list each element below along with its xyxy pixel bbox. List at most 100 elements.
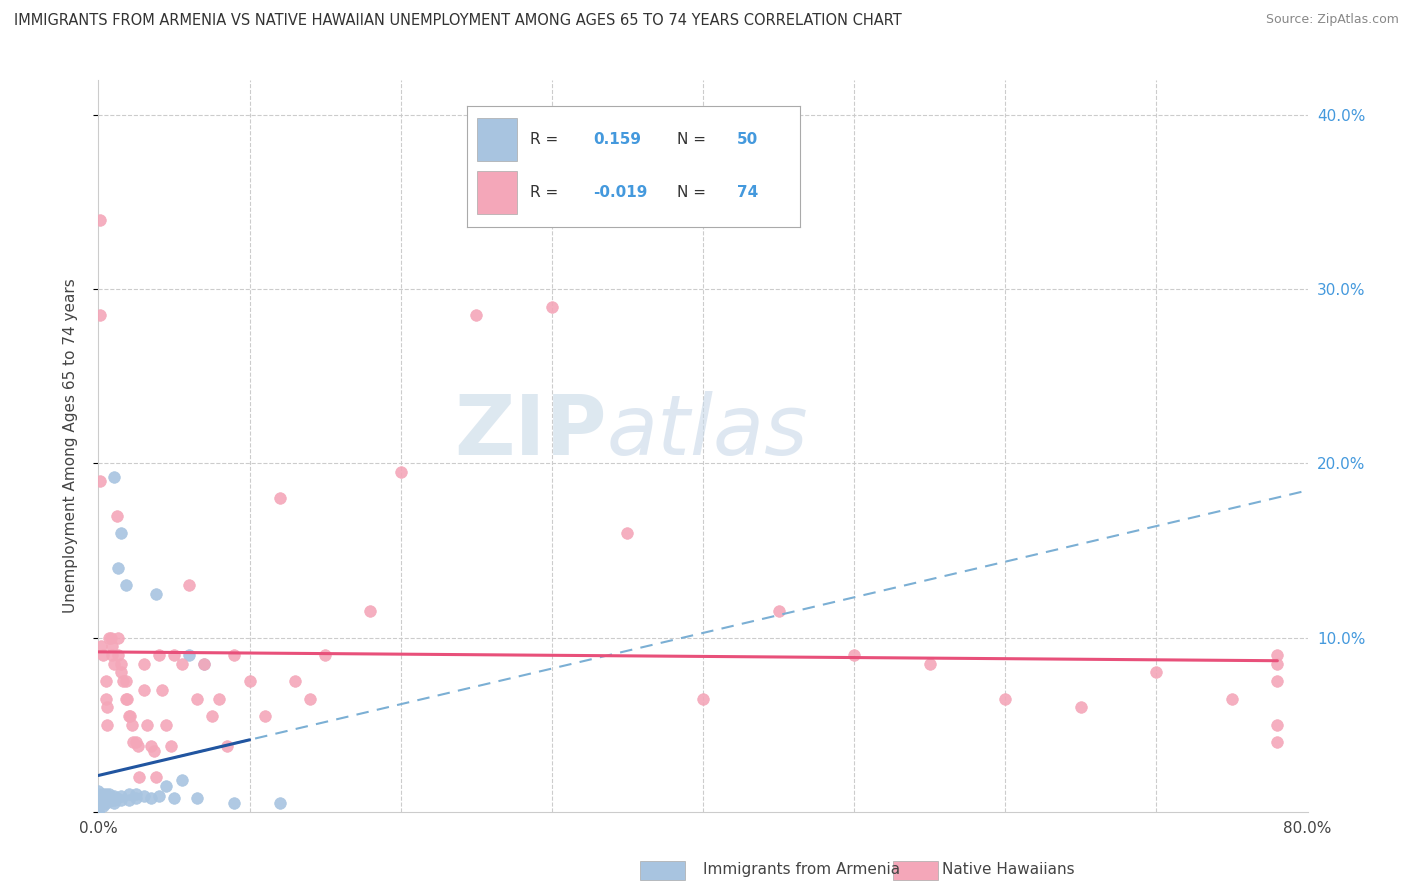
Point bbox=[141, 790, 163, 805]
Point bbox=[132, 657, 155, 671]
Text: IMMIGRANTS FROM ARMENIA VS NATIVE HAWAIIAN UNEMPLOYMENT AMONG AGES 65 TO 74 YEAR: IMMIGRANTS FROM ARMENIA VS NATIVE HAWAII… bbox=[14, 13, 901, 29]
Point bbox=[127, 739, 149, 753]
Point bbox=[89, 309, 111, 323]
Point bbox=[135, 717, 157, 731]
Point bbox=[145, 587, 167, 601]
Point bbox=[100, 631, 122, 645]
Point bbox=[94, 792, 117, 806]
Point bbox=[96, 717, 118, 731]
Point bbox=[87, 784, 110, 798]
Point bbox=[91, 792, 114, 806]
Point bbox=[105, 508, 128, 523]
Point bbox=[120, 709, 142, 723]
Point bbox=[1267, 717, 1289, 731]
Point bbox=[91, 790, 114, 805]
Point bbox=[148, 648, 170, 662]
Point bbox=[91, 796, 114, 810]
Text: Source: ZipAtlas.com: Source: ZipAtlas.com bbox=[1265, 13, 1399, 27]
Point bbox=[87, 792, 110, 806]
Point bbox=[844, 648, 866, 662]
Point bbox=[87, 794, 110, 808]
Point bbox=[114, 578, 136, 592]
Point bbox=[1267, 648, 1289, 662]
Point bbox=[994, 691, 1017, 706]
Point bbox=[186, 691, 208, 706]
Point bbox=[314, 648, 336, 662]
Point bbox=[105, 790, 128, 805]
Point bbox=[1267, 674, 1289, 689]
Point bbox=[118, 787, 141, 801]
Point bbox=[98, 790, 121, 805]
Point bbox=[1267, 657, 1289, 671]
Point bbox=[179, 648, 201, 662]
Point bbox=[107, 561, 129, 575]
Point bbox=[94, 787, 117, 801]
Point bbox=[150, 682, 173, 697]
Point bbox=[692, 691, 714, 706]
Point bbox=[101, 640, 124, 654]
Point bbox=[179, 578, 201, 592]
Text: Immigrants from Armenia: Immigrants from Armenia bbox=[703, 863, 900, 877]
Point bbox=[145, 770, 167, 784]
Point bbox=[141, 739, 163, 753]
Point bbox=[110, 657, 132, 671]
Point bbox=[87, 789, 110, 803]
Point bbox=[299, 691, 322, 706]
Point bbox=[768, 604, 790, 618]
Point bbox=[96, 700, 118, 714]
Point bbox=[110, 665, 132, 680]
Point bbox=[132, 789, 155, 803]
Point bbox=[160, 739, 183, 753]
Text: Native Hawaiians: Native Hawaiians bbox=[942, 863, 1074, 877]
Point bbox=[114, 674, 136, 689]
Point bbox=[163, 648, 186, 662]
Point bbox=[193, 657, 215, 671]
Point bbox=[1144, 665, 1167, 680]
Y-axis label: Unemployment Among Ages 65 to 74 years: Unemployment Among Ages 65 to 74 years bbox=[63, 278, 77, 614]
Point bbox=[94, 674, 117, 689]
Point bbox=[253, 709, 276, 723]
Point bbox=[465, 309, 488, 323]
Point bbox=[87, 796, 110, 810]
Point bbox=[389, 465, 412, 479]
Point bbox=[114, 691, 136, 706]
Text: ZIP: ZIP bbox=[454, 391, 606, 472]
Point bbox=[103, 792, 125, 806]
Point bbox=[186, 790, 208, 805]
Point bbox=[94, 796, 117, 810]
Point bbox=[143, 744, 166, 758]
Point bbox=[94, 691, 117, 706]
Point bbox=[132, 682, 155, 697]
Text: atlas: atlas bbox=[606, 391, 808, 472]
Point bbox=[918, 657, 941, 671]
Point bbox=[101, 648, 124, 662]
Point bbox=[163, 790, 186, 805]
Point bbox=[122, 735, 145, 749]
Point bbox=[98, 787, 121, 801]
Point bbox=[103, 657, 125, 671]
Point bbox=[91, 787, 114, 801]
Point bbox=[90, 640, 112, 654]
Point bbox=[1267, 735, 1289, 749]
Point bbox=[201, 709, 224, 723]
Point bbox=[121, 717, 143, 731]
Point bbox=[284, 674, 307, 689]
Point bbox=[89, 474, 111, 488]
Point bbox=[239, 674, 262, 689]
Point bbox=[1070, 700, 1092, 714]
Point bbox=[224, 796, 246, 810]
Point bbox=[125, 735, 148, 749]
Point bbox=[269, 796, 291, 810]
Point bbox=[87, 805, 110, 819]
Point bbox=[540, 300, 562, 314]
Point bbox=[208, 691, 231, 706]
Point bbox=[118, 792, 141, 806]
Point bbox=[110, 526, 132, 541]
Point bbox=[1220, 691, 1243, 706]
Point bbox=[87, 787, 110, 801]
Point bbox=[107, 631, 129, 645]
Point bbox=[125, 787, 148, 801]
Point bbox=[89, 212, 111, 227]
Point bbox=[115, 691, 138, 706]
Point bbox=[125, 790, 148, 805]
